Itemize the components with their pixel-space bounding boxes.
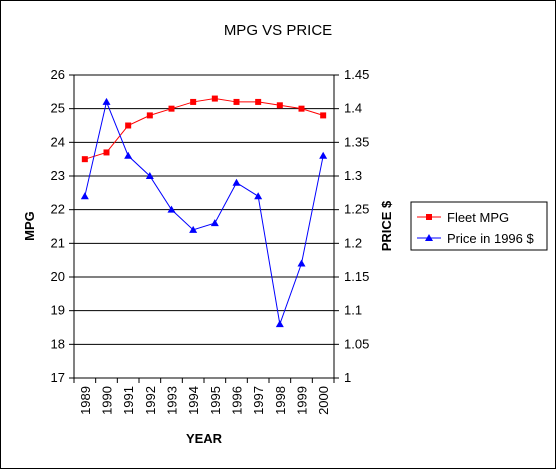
legend-label-price: Price in 1996 $ [447, 231, 534, 246]
x-tick-label: 1997 [251, 386, 266, 415]
data-point-price [232, 178, 241, 186]
data-point-fleet-mpg [125, 122, 132, 129]
x-tick-label: 1989 [78, 386, 93, 415]
x-tick-label: 1994 [186, 386, 201, 415]
data-point-fleet-mpg [103, 149, 110, 156]
x-tick-label: 1996 [230, 386, 245, 415]
chart-title: MPG VS PRICE [224, 22, 332, 39]
x-tick-label: 1993 [165, 386, 180, 415]
y-tick-label: 26 [51, 67, 65, 82]
y2-tick-label: 1.45 [344, 67, 369, 82]
x-tick-label: 1992 [143, 386, 158, 415]
data-point-fleet-mpg [146, 112, 153, 119]
y2-tick-label: 1 [344, 370, 351, 385]
data-point-fleet-mpg [168, 105, 175, 112]
data-point-fleet-mpg [320, 112, 327, 119]
y2-tick-label: 1.1 [344, 303, 362, 318]
y2-tick-label: 1.2 [344, 235, 362, 250]
x-tick-label: 1995 [208, 386, 223, 415]
x-tick-label: 1991 [121, 386, 136, 415]
y-tick-label: 17 [51, 370, 65, 385]
plot-area: 17 18 19 20 21 22 23 24 25 26 1 1.05 1.1 1.15 1.2 1.25 1… [51, 67, 370, 415]
data-point-fleet-mpg [255, 98, 262, 105]
y-tick-label: 18 [51, 336, 65, 351]
y2-tick-label: 1.25 [344, 202, 369, 217]
data-point-price [210, 219, 219, 227]
data-point-price [319, 151, 328, 159]
legend-label-fleet-mpg: Fleet MPG [447, 210, 509, 225]
data-point-fleet-mpg [276, 102, 283, 109]
y-axis-title: MPG [22, 211, 37, 241]
data-point-fleet-mpg [81, 156, 88, 163]
y2-tick-label: 1.3 [344, 168, 362, 183]
y-tick-label: 25 [51, 101, 65, 116]
legend: Fleet MPG Price in 1996 $ [410, 201, 548, 251]
y2-tick-label: 1.4 [344, 101, 362, 116]
x-axis-title: YEAR [186, 431, 223, 446]
y-tick-label: 19 [51, 303, 65, 318]
y-tick-label: 21 [51, 235, 65, 250]
x-tick-label: 1999 [295, 386, 310, 415]
data-point-price [189, 225, 198, 233]
y2-tick-label: 1.15 [344, 269, 369, 284]
data-point-price [102, 97, 111, 105]
y2-tick-label: 1.05 [344, 336, 369, 351]
x-tick-label: 2000 [316, 386, 331, 415]
data-point-price [167, 205, 176, 213]
data-point-fleet-mpg [233, 98, 240, 105]
y-tick-label: 22 [51, 202, 65, 217]
legend-marker-price [425, 234, 433, 241]
legend-marker-fleet-mpg [426, 214, 432, 220]
data-point-price [297, 259, 306, 267]
data-point-price [124, 151, 133, 159]
data-point-fleet-mpg [211, 95, 218, 102]
data-point-fleet-mpg [190, 98, 197, 105]
data-point-price [275, 320, 284, 328]
series-line-fleet-mpg [84, 98, 324, 160]
series-line-price [84, 100, 324, 327]
x-tick-label: 1998 [273, 386, 288, 415]
data-point-fleet-mpg [298, 105, 305, 112]
y-tick-label: 24 [51, 134, 65, 149]
legend-box [410, 201, 548, 251]
y-tick-label: 23 [51, 168, 65, 183]
data-point-price [254, 192, 263, 200]
y2-axis-title: PRICE $ [379, 200, 394, 251]
data-point-price [145, 172, 154, 179]
y2-tick-label: 1.35 [344, 134, 369, 149]
x-tick-label: 1990 [100, 386, 115, 415]
data-point-price [80, 192, 89, 200]
y-tick-label: 20 [51, 269, 65, 284]
